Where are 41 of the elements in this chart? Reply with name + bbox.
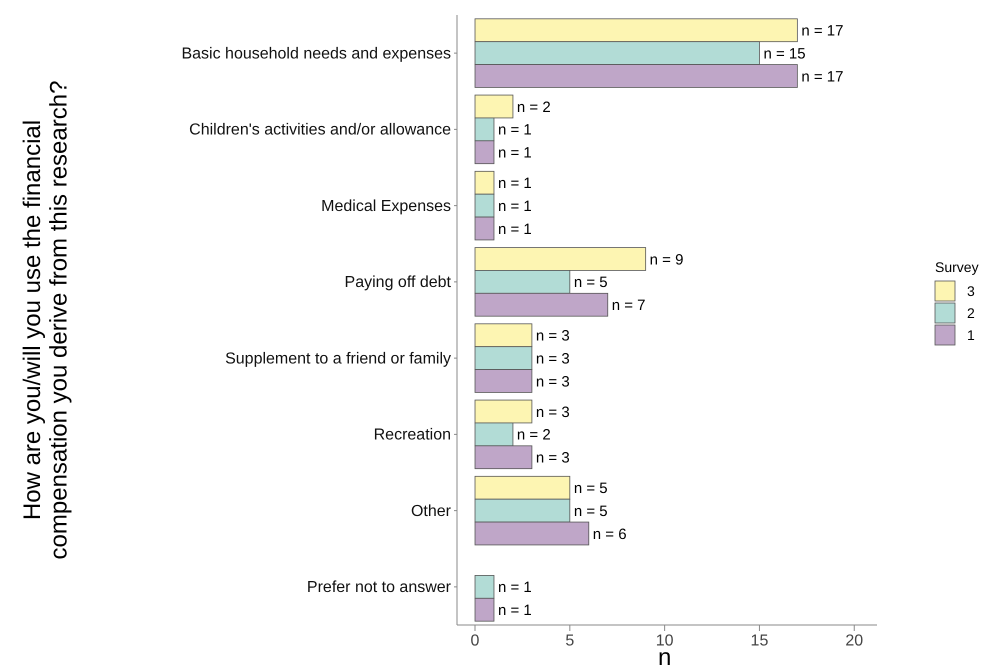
y-tick-label: Other: [410, 502, 452, 520]
y-tick-label: Prefer not to answer: [306, 578, 452, 596]
data-label: n = 7: [612, 297, 646, 314]
data-label: n = 15: [763, 45, 806, 62]
legend-label: 1: [967, 326, 975, 343]
data-label: n = 3: [536, 450, 570, 466]
data-label: n = 2: [516, 426, 551, 444]
y-axis-title: How are you/will you use the financial compensation you derive from this research?: [19, 80, 72, 560]
data-label: n = 9: [650, 251, 684, 268]
y-tick-label: Basic household needs and expenses: [181, 45, 451, 62]
x-tick-label: 15: [750, 632, 768, 650]
x-tick-label: 0: [470, 632, 480, 650]
data-label: n = 3: [536, 328, 570, 344]
x-tick-label: 20: [845, 632, 864, 650]
legend-label: 3: [967, 282, 975, 299]
legend-title: Survey: [935, 259, 979, 275]
data-label: n = 1: [498, 144, 532, 162]
data-label: n = 3: [536, 404, 570, 421]
legend-label: 2: [967, 304, 975, 321]
data-label: n = 1: [498, 602, 532, 619]
y-tick-label: Recreation: [374, 426, 451, 444]
data-label: n = 1: [498, 220, 532, 238]
x-tick-label: 5: [565, 632, 574, 650]
data-label: n = 17: [801, 22, 844, 40]
data-label: n = 1: [498, 579, 532, 596]
y-tick-label: Paying off debt: [344, 274, 452, 291]
data-label: n = 1: [498, 122, 532, 139]
data-label: n = 3: [536, 373, 570, 390]
data-label: n = 2: [516, 98, 551, 116]
data-label: n = 1: [498, 198, 532, 215]
data-label: n = 5: [574, 502, 608, 520]
data-label: n = 5: [574, 480, 608, 497]
data-label: n = 17: [801, 68, 844, 86]
data-label: n = 6: [592, 526, 627, 543]
y-tick-label: Children's activities and/or allowance: [189, 121, 452, 138]
x-tick-label: 10: [656, 632, 674, 650]
data-label: n = 3: [536, 350, 570, 368]
data-label: n = 5: [574, 274, 608, 292]
y-tick-label: Medical Expenses: [321, 198, 451, 215]
y-tick-label: Supplement to a friend or family: [225, 350, 451, 368]
data-label: n = 1: [498, 175, 532, 192]
